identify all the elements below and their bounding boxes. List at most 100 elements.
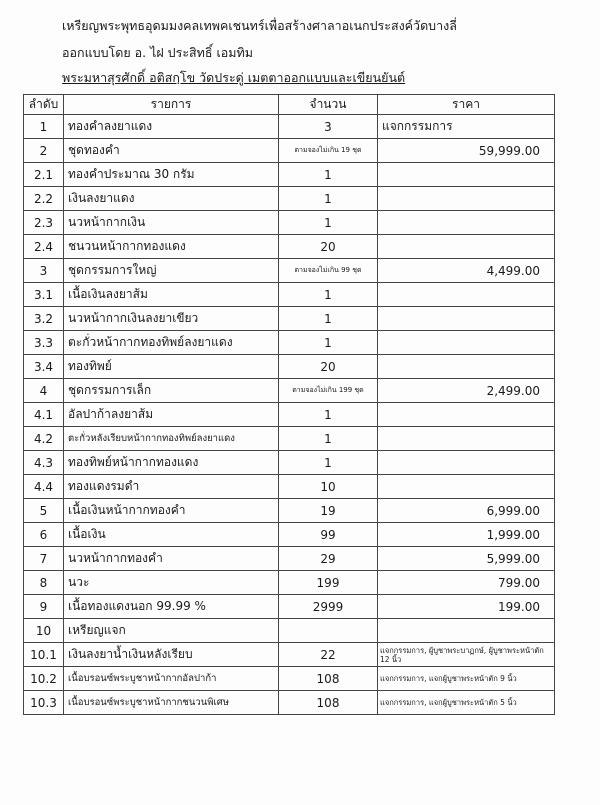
table-header-row: ลำดับ รายการ จำนวน ราคา xyxy=(23,94,555,115)
table-row: 1 ทองคำลงยาแดง 3 แจกกรรมการ xyxy=(23,114,555,139)
cell-order: 3.3 xyxy=(23,330,64,355)
cell-price xyxy=(377,282,555,307)
cell-item: ทองคำประมาณ 30 กรัม xyxy=(63,162,279,187)
cell-price: แจกกรรมการ, แจกผู้บูชาพระหน้าตัก 9 นิ้ว xyxy=(377,666,555,691)
cell-item: นวหน้ากากเงิน xyxy=(63,210,279,235)
table-row: 4.1 อัลปาก้าลงยาส้ม 1 xyxy=(23,402,555,427)
cell-order: 5 xyxy=(23,498,64,523)
cell-quantity: 1 xyxy=(278,282,378,307)
cell-item: เนื้อบรอนซ์พระบูชาหน้ากากอัลปาก้า xyxy=(63,666,279,691)
table-row: 2.1 ทองคำประมาณ 30 กรัม 1 xyxy=(23,162,555,187)
column-header-item: รายการ xyxy=(63,94,279,115)
cell-order: 2.4 xyxy=(23,234,64,259)
cell-quantity: 19 xyxy=(278,498,378,523)
cell-item: ทองทิพย์ xyxy=(63,354,279,379)
table-row: 4.2 ตะกั่วหลังเรียบหน้ากากทองทิพย์ลงยาแดง… xyxy=(23,426,555,451)
cell-item: เงินลงยาแดง xyxy=(63,186,279,211)
cell-item: ตะกั่วหลังเรียบหน้ากากทองทิพย์ลงยาแดง xyxy=(63,426,279,451)
table-row: 8 นวะ 199 799.00 xyxy=(23,570,555,595)
table-row: 2.4 ชนวนหน้ากากทองแดง 20 xyxy=(23,234,555,259)
cell-price xyxy=(377,474,555,499)
table-row: 6 เนื้อเงิน 99 1,999.00 xyxy=(23,522,555,547)
cell-quantity xyxy=(278,618,378,643)
cell-quantity: 108 xyxy=(278,690,378,715)
cell-order: 4.3 xyxy=(23,450,64,475)
cell-item: ทองคำลงยาแดง xyxy=(63,114,279,139)
cell-price: แจกกรรมการ, แจกผู้บูชาพระหน้าตัก 5 นิ้ว xyxy=(377,690,555,715)
table-row: 10 เหรียญแจก xyxy=(23,618,555,643)
cell-order: 2.3 xyxy=(23,210,64,235)
document-title: เหรียญพระพุทธอุดมมงคลเทพคเชนทร์เพื่อสร้า… xyxy=(62,18,457,33)
cell-item: ทองทิพย์หน้ากากทองแดง xyxy=(63,450,279,475)
cell-quantity: 108 xyxy=(278,666,378,691)
table-row: 3.1 เนื้อเงินลงยาส้ม 1 xyxy=(23,282,555,307)
cell-item: ชุดกรรมการเล็ก xyxy=(63,378,279,403)
column-header-quantity: จำนวน xyxy=(278,94,378,115)
cell-order: 4.2 xyxy=(23,426,64,451)
cell-order: 10.2 xyxy=(23,666,64,691)
cell-price xyxy=(377,450,555,475)
designer-line: ออกแบบโดย อ. ไฝ ประสิทธิ์ เอมทิม xyxy=(62,45,254,60)
table-row: 3.3 ตะกั่วหน้ากากทองทิพย์ลงยาแดง 1 xyxy=(23,330,555,355)
cell-order: 1 xyxy=(23,114,64,139)
table-row: 4.4 ทองแดงรมดำ 10 xyxy=(23,474,555,499)
cell-quantity: 29 xyxy=(278,546,378,571)
table-row: 3.2 นวหน้ากากเงินลงยาเขียว 1 xyxy=(23,306,555,331)
cell-price xyxy=(377,306,555,331)
cell-item: ชุดกรรมการใหญ่ xyxy=(63,258,279,283)
cell-order: 2.1 xyxy=(23,162,64,187)
cell-order: 3 xyxy=(23,258,64,283)
cell-quantity: 1 xyxy=(278,186,378,211)
cell-quantity: ตามจองไม่เกิน 19 ชุด xyxy=(278,138,378,163)
cell-order: 10.1 xyxy=(23,642,64,667)
cell-quantity: 1 xyxy=(278,450,378,475)
cell-price xyxy=(377,618,555,643)
cell-item: ชุดทองคำ xyxy=(63,138,279,163)
cell-quantity: 199 xyxy=(278,570,378,595)
cell-quantity: 20 xyxy=(278,354,378,379)
table-row: 2.2 เงินลงยาแดง 1 xyxy=(23,186,555,211)
cell-quantity: 10 xyxy=(278,474,378,499)
cell-price xyxy=(377,186,555,211)
cell-order: 4.4 xyxy=(23,474,64,499)
table-row: 4 ชุดกรรมการเล็ก ตามจองไม่เกิน 199 ชุด 2,49… xyxy=(23,378,555,403)
table-row: 10.1 เงินลงยาน้ำเงินหลังเรียบ 22 แจกกรรมการ… xyxy=(23,642,555,667)
cell-quantity: 1 xyxy=(278,426,378,451)
cell-item: นวหน้ากากเงินลงยาเขียว xyxy=(63,306,279,331)
table-row: 3.4 ทองทิพย์ 20 xyxy=(23,354,555,379)
cell-order: 2 xyxy=(23,138,64,163)
cell-item: เงินลงยาน้ำเงินหลังเรียบ xyxy=(63,642,279,667)
cell-price: 6,999.00 xyxy=(377,498,555,523)
cell-order: 4 xyxy=(23,378,64,403)
cell-quantity: 1 xyxy=(278,210,378,235)
cell-price xyxy=(377,234,555,259)
cell-quantity: ตามจองไม่เกิน 99 ชุด xyxy=(278,258,378,283)
cell-order: 8 xyxy=(23,570,64,595)
cell-order: 3.2 xyxy=(23,306,64,331)
cell-price: 59,999.00 xyxy=(377,138,555,163)
yantra-designer-line: พระมหาสุรศักดิ์ อติสกฺโข วัดประดู่ เมตตา… xyxy=(62,70,406,85)
table-row: 7 นวหน้ากากทองคำ 29 5,999.00 xyxy=(23,546,555,571)
cell-price xyxy=(377,162,555,187)
cell-order: 10 xyxy=(23,618,64,643)
cell-price: แจกกรรมการ xyxy=(377,114,555,139)
cell-item: เนื้อเงินหน้ากากทองคำ xyxy=(63,498,279,523)
column-header-price: ราคา xyxy=(377,94,555,115)
cell-quantity: 20 xyxy=(278,234,378,259)
cell-order: 9 xyxy=(23,594,64,619)
cell-order: 3.1 xyxy=(23,282,64,307)
cell-price: 2,499.00 xyxy=(377,378,555,403)
cell-price: 5,999.00 xyxy=(377,546,555,571)
cell-quantity: 1 xyxy=(278,306,378,331)
table-row: 10.3 เนื้อบรอนซ์พระบูชาหน้ากากชนวนพิเศษ 10… xyxy=(23,690,555,715)
cell-quantity: 1 xyxy=(278,162,378,187)
cell-price xyxy=(377,426,555,451)
cell-item: ชนวนหน้ากากทองแดง xyxy=(63,234,279,259)
cell-price xyxy=(377,354,555,379)
cell-item: เนื้อเงิน xyxy=(63,522,279,547)
price-table: ลำดับ รายการ จำนวน ราคา 1 ทองคำลงยาแดง 3 แจ… xyxy=(23,94,555,715)
cell-order: 10.3 xyxy=(23,690,64,715)
cell-item: นวหน้ากากทองคำ xyxy=(63,546,279,571)
cell-quantity: 2999 xyxy=(278,594,378,619)
